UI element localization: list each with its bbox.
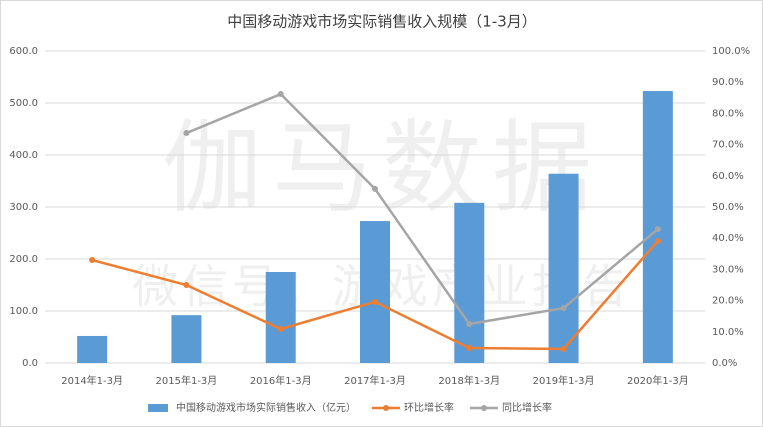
y-tick-label: 300.0 (9, 202, 38, 213)
marker (654, 226, 661, 233)
bar (171, 315, 202, 363)
watermark: 伽马数据 (162, 109, 602, 226)
legend-label: 同比增长率 (502, 401, 552, 414)
x-tick-label: 2014年1-3月 (61, 374, 123, 387)
legend-marker (481, 405, 487, 411)
bar (265, 272, 296, 363)
x-tick-label: 2018年1-3月 (438, 374, 500, 387)
y-tick-label: 0.0 (22, 358, 38, 369)
bar (548, 173, 579, 363)
marker (654, 238, 661, 245)
y2-tick-label: 0.0% (712, 358, 737, 369)
legend-label: 中国移动游戏市场实际销售收入（亿元） (176, 401, 356, 414)
chart-title: 中国移动游戏市场实际销售收入规模（1-3月） (227, 13, 537, 31)
x-tick-label: 2016年1-3月 (250, 374, 312, 387)
marker (372, 185, 378, 192)
y2-tick-label: 100.0% (712, 46, 750, 57)
x-tick-label: 2015年1-3月 (156, 374, 218, 387)
y-tick-label: 500.0 (9, 98, 38, 109)
bar (360, 221, 390, 363)
marker (183, 282, 190, 288)
bar (454, 202, 485, 363)
y-tick-label: 400.0 (9, 150, 38, 161)
marker (466, 345, 473, 352)
marker (560, 305, 567, 312)
x-tick-label: 2019年1-3月 (533, 374, 595, 387)
legend-label: 环比增长率 (404, 401, 454, 414)
y2-tick-label: 10.0% (712, 327, 744, 338)
y-tick-label: 100.0 (9, 306, 38, 317)
marker (89, 257, 96, 264)
legend-marker (383, 405, 389, 411)
legend-swatch (148, 404, 168, 412)
x-tick-label: 2017年1-3月 (344, 374, 406, 387)
y2-tick-label: 80.0% (712, 108, 744, 119)
y2-tick-label: 40.0% (712, 233, 744, 244)
marker (372, 298, 378, 305)
y2-tick-label: 70.0% (712, 140, 744, 151)
marker (560, 345, 567, 352)
x-tick-label: 2020年1-3月 (627, 374, 689, 387)
y-tick-label: 200.0 (9, 254, 38, 265)
marker (183, 130, 190, 137)
y2-tick-label: 50.0% (712, 202, 744, 213)
bar (77, 335, 108, 363)
y2-tick-label: 90.0% (712, 77, 744, 88)
y2-tick-label: 60.0% (712, 171, 744, 182)
marker (466, 321, 473, 327)
y2-tick-label: 20.0% (712, 296, 744, 307)
y2-tick-label: 30.0% (712, 264, 744, 275)
line (185, 92, 659, 326)
y-tick-label: 600.0 (9, 46, 38, 57)
marker (277, 325, 284, 332)
marker (277, 91, 284, 98)
